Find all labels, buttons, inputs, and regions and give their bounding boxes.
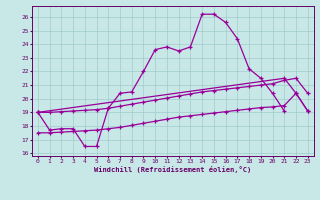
X-axis label: Windchill (Refroidissement éolien,°C): Windchill (Refroidissement éolien,°C): [94, 166, 252, 173]
